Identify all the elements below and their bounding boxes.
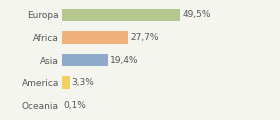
Bar <box>62 31 128 44</box>
Text: 27,7%: 27,7% <box>130 33 158 42</box>
Bar <box>62 54 108 66</box>
Text: 0,1%: 0,1% <box>64 101 87 110</box>
Text: 3,3%: 3,3% <box>71 78 94 87</box>
Text: 19,4%: 19,4% <box>110 55 139 65</box>
Bar <box>62 9 180 21</box>
Bar <box>62 76 69 89</box>
Text: 49,5%: 49,5% <box>182 10 211 19</box>
